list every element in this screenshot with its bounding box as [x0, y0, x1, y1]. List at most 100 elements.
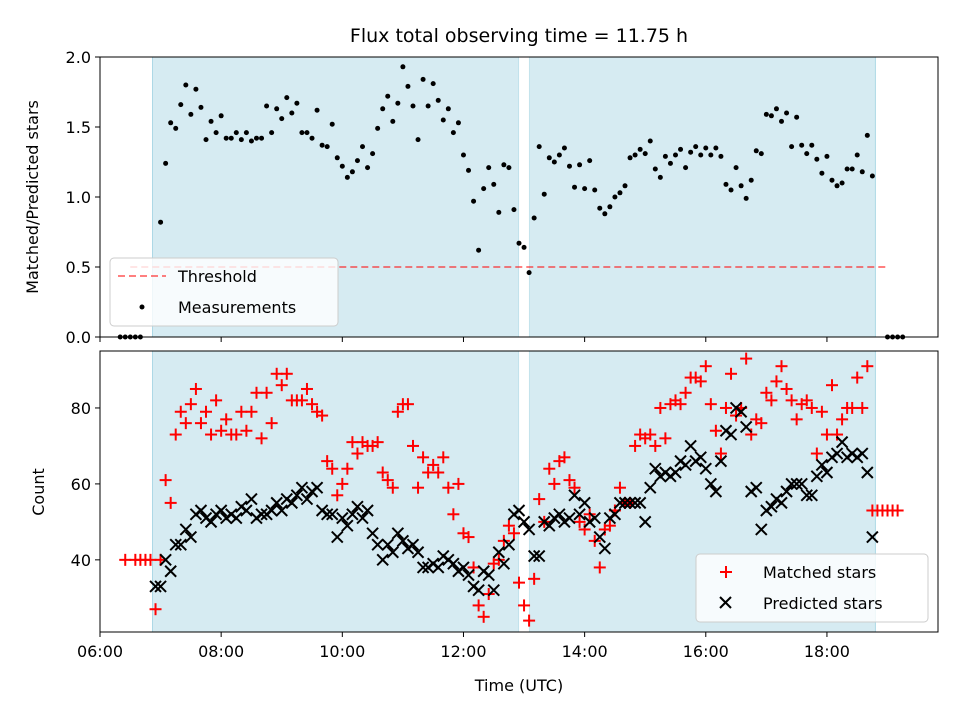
- predicted-star-point: [608, 508, 622, 521]
- predicted-star-point: [699, 462, 712, 475]
- predicted-star-point: [750, 481, 763, 494]
- predicted-star-point: [573, 508, 586, 521]
- measurement-point: [556, 152, 562, 158]
- measurement-point: [455, 120, 461, 126]
- matched-star-point: [800, 394, 813, 407]
- matched-star-point: [462, 531, 475, 544]
- measurement-point: [390, 118, 396, 124]
- predicted-star-point: [684, 439, 697, 453]
- measurement-point: [662, 153, 668, 159]
- predicted-star-point: [517, 515, 531, 529]
- measurement-point: [476, 247, 482, 253]
- measurement-point: [531, 215, 537, 221]
- predicted-star-point: [568, 489, 581, 502]
- measurement-point: [400, 64, 406, 70]
- matched-star-point: [179, 417, 192, 430]
- matched-star-point: [629, 439, 642, 452]
- x-axis-label: Time (UTC): [474, 676, 563, 695]
- measurement-point: [784, 110, 790, 116]
- measurement-point: [814, 156, 820, 162]
- predicted-star-point: [553, 508, 566, 521]
- matched-star-point: [321, 455, 334, 468]
- measurement-point: [415, 137, 421, 143]
- measurement-point: [869, 173, 875, 179]
- matched-star-point: [406, 439, 419, 452]
- predicted-star-point: [462, 568, 475, 582]
- measurement-point: [173, 125, 179, 131]
- measurement-point: [440, 117, 446, 123]
- matched-star-point: [326, 462, 339, 475]
- measurement-point: [809, 142, 815, 148]
- measurement-point: [541, 191, 547, 197]
- matched-star-point: [164, 496, 177, 509]
- measurement-point: [839, 180, 845, 186]
- measurement-point: [304, 130, 310, 136]
- predicted-star-point: [638, 515, 652, 529]
- matched-star-point: [760, 386, 773, 399]
- predicted-star-point: [341, 519, 354, 532]
- predicted-star-point: [351, 500, 364, 513]
- legend-threshold-label: Threshold: [177, 267, 257, 286]
- measurement-point: [864, 132, 870, 138]
- matched-star-point: [674, 398, 687, 411]
- measurement-point: [824, 153, 830, 159]
- matched-star-point: [437, 451, 450, 464]
- top-legend-box: [109, 257, 339, 327]
- measurement-point: [486, 165, 492, 171]
- predicted-star-point: [866, 530, 879, 544]
- matched-star-point: [300, 382, 313, 395]
- matched-star-point: [740, 352, 753, 365]
- matched-star-point: [810, 447, 823, 460]
- predicted-star-point: [432, 561, 445, 574]
- measurement-point: [572, 184, 578, 190]
- predicted-star-point: [815, 458, 829, 472]
- matched-star-point: [568, 481, 581, 494]
- matched-star-point: [831, 428, 844, 441]
- predicted-star-point: [326, 508, 339, 521]
- measurement-point: [683, 165, 689, 171]
- measurement-point: [294, 100, 300, 106]
- measurement-point: [637, 146, 643, 152]
- measurement-point: [208, 118, 214, 124]
- matched-star-point: [452, 477, 465, 490]
- matched-star-point: [235, 405, 248, 418]
- predicted-star-point: [588, 511, 601, 525]
- matched-star-point: [295, 394, 308, 407]
- predicted-star-point: [472, 584, 485, 597]
- measurement-point: [834, 183, 840, 189]
- bottom-panel: 40 60 80 06:00 08:00 10:00 12:00 14:00 16:00 18:…: [29, 350, 939, 695]
- matched-star-point: [306, 398, 319, 411]
- measurement-point: [324, 144, 330, 150]
- matched-star-point: [184, 398, 197, 411]
- predicted-star-point: [704, 477, 718, 491]
- measurement-point: [748, 177, 754, 183]
- matched-star-point: [745, 428, 758, 441]
- measurement-point: [188, 111, 194, 117]
- predicted-star-point: [154, 580, 167, 593]
- measurement-point: [158, 219, 164, 225]
- matched-star-point: [603, 519, 616, 532]
- matched-star-point: [654, 401, 667, 414]
- measurement-point: [385, 93, 391, 99]
- chart-title: Flux total observing time = 11.75 h: [350, 25, 688, 47]
- matched-star-point: [704, 398, 717, 411]
- measurement-point: [536, 144, 542, 150]
- measurement-point: [627, 155, 633, 161]
- predicted-star-point: [492, 546, 506, 559]
- matched-star-point: [280, 367, 293, 380]
- matched-star-point: [649, 439, 662, 452]
- measurement-point: [657, 174, 663, 180]
- predicted-star-point: [669, 466, 682, 479]
- top-legend: Threshold Measurements: [109, 257, 339, 327]
- predicted-star-point: [800, 489, 813, 502]
- predicted-star-point: [618, 496, 632, 510]
- matched-star-point: [255, 432, 268, 445]
- matched-star-point: [200, 405, 213, 418]
- predicted-star-point: [214, 504, 228, 517]
- gap-band: [519, 57, 530, 337]
- legend-measurements-label: Measurements: [178, 298, 296, 317]
- matched-star-point: [851, 371, 864, 384]
- matched-star-point: [613, 481, 626, 494]
- measurement-point: [551, 159, 557, 165]
- predicted-star-point: [270, 496, 283, 510]
